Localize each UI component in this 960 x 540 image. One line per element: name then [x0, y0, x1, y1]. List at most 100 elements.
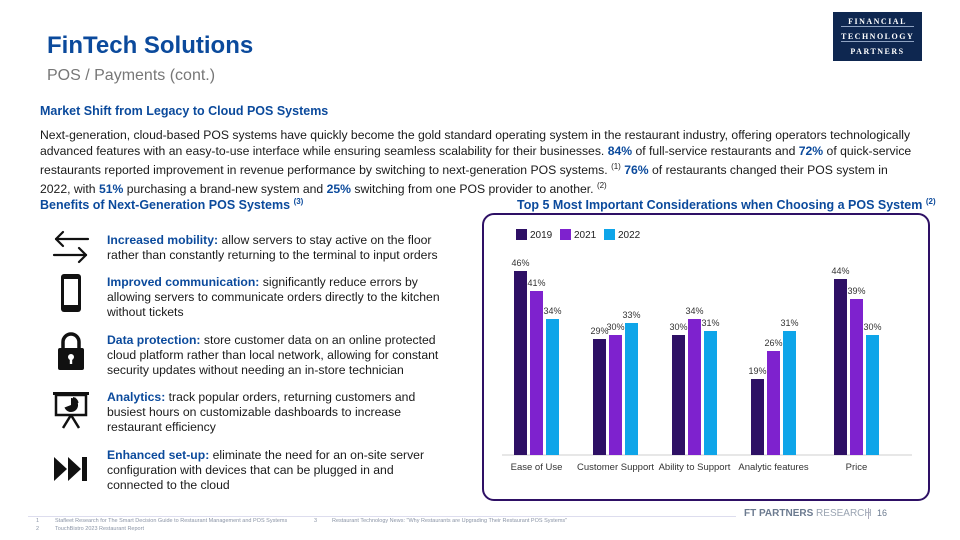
benefit-text: track popular orders, returning customer…: [107, 390, 416, 434]
benefit-analytics: Analytics: track popular orders, returni…: [107, 390, 452, 435]
bar-2022-1: [625, 323, 638, 455]
padlock-icon: [58, 332, 84, 370]
footer-brand-name: FT PARTNERS: [744, 508, 814, 519]
page-title: FinTech Solutions: [47, 32, 254, 59]
para-text-4: of restaurants changed their POS system …: [40, 163, 888, 197]
page-subtitle: POS / Payments (cont.): [47, 67, 216, 84]
benefit-communication: Improved communication: significantly re…: [107, 275, 452, 320]
bar-2019-4: [834, 279, 847, 455]
chart-heading: Top 5 Most Important Considerations when…: [517, 197, 936, 212]
ref-2: (2): [596, 181, 607, 191]
presentation-chart-icon: [53, 392, 89, 429]
data-label-2021-2: 34%: [685, 306, 703, 316]
data-label-2021-4: 39%: [847, 286, 865, 296]
market-shift-heading: Market Shift from Legacy to Cloud POS Sy…: [40, 104, 329, 118]
benefits-ref: (3): [293, 197, 304, 206]
bar-2019-3: [751, 379, 764, 455]
footer-separator: [868, 508, 869, 519]
bar-2021-0: [530, 291, 543, 455]
category-label-3: Analytic features: [738, 462, 808, 473]
bar-2019-0: [514, 271, 527, 455]
category-label-1: Customer Support: [577, 462, 654, 473]
bar-2022-0: [546, 319, 559, 455]
data-label-2022-4: 30%: [863, 322, 881, 332]
data-label-2021-3: 26%: [764, 338, 782, 348]
data-label-2019-1: 29%: [590, 326, 608, 336]
market-shift-paragraph: Next-generation, cloud-based POS systems…: [40, 127, 920, 197]
data-label-2022-1: 33%: [622, 310, 640, 320]
ref-1: (1): [611, 162, 621, 171]
data-label-2019-4: 44%: [831, 266, 849, 276]
stat-76: 76%: [624, 163, 649, 178]
legend-label-2021: 2021: [574, 230, 597, 241]
footnote-2-text: TouchBistro 2023 Restaurant Report: [55, 526, 144, 532]
footer-divider: [28, 516, 736, 517]
logo-line-1: FINANCIAL: [841, 17, 914, 27]
benefit-text: significantly reduce errors by allowing …: [107, 275, 440, 319]
benefit-data-protection: Data protection: store customer data on …: [107, 333, 452, 378]
para-text-5: purchasing a brand-new system and: [126, 182, 324, 197]
mobile-phone-icon: [61, 274, 81, 312]
chart-heading-text: Top 5 Most Important Considerations when…: [517, 198, 923, 213]
footer-brand: FT PARTNERS RESEARCH: [744, 508, 872, 519]
benefit-head: Increased mobility:: [107, 233, 219, 247]
arrows-swap-icon: [52, 230, 90, 264]
bar-2021-4: [850, 299, 863, 455]
stat-84: 84%: [607, 144, 633, 158]
footnote-1-num: 1: [36, 518, 40, 524]
para-text-3: of quick-service restaurants reported im…: [40, 144, 912, 178]
bar-2021-2: [688, 319, 701, 455]
chart-frame: [482, 213, 930, 501]
page-number: 16: [877, 508, 888, 518]
data-label-2022-2: 31%: [701, 318, 719, 328]
data-label-2019-0: 46%: [511, 258, 529, 268]
bar-2022-2: [704, 331, 717, 455]
data-label-2022-0: 34%: [543, 306, 561, 316]
stat-25: 25%: [326, 182, 352, 197]
data-label-2021-0: 41%: [527, 278, 545, 288]
benefit-head: Enhanced set-up:: [107, 448, 210, 462]
bar-2019-2: [672, 335, 685, 455]
legend-swatch-2022: [604, 229, 615, 240]
footnote-3-num: 3: [314, 518, 318, 524]
benefit-setup: Enhanced set-up: eliminate the need for …: [107, 448, 452, 493]
data-label-2019-3: 19%: [748, 366, 766, 376]
benefit-mobility: Increased mobility: allow servers to sta…: [107, 233, 452, 263]
ft-partners-logo: FINANCIAL TECHNOLOGY PARTNERS: [833, 12, 922, 61]
legend-label-2019: 2019: [530, 230, 553, 241]
stat-51: 51%: [98, 182, 124, 197]
legend-swatch-2019: [516, 229, 527, 240]
category-label-2: Ability to Support: [659, 462, 731, 473]
benefit-head: Improved communication:: [107, 275, 260, 289]
legend-swatch-2021: [560, 229, 571, 240]
chart-heading-ref: (2): [925, 197, 936, 206]
para-text-6: switching from one POS provider to anoth…: [354, 182, 594, 197]
bar-2019-1: [593, 339, 606, 455]
data-label-2022-3: 31%: [780, 318, 798, 328]
benefit-text: allow servers to stay active on the floo…: [107, 233, 438, 262]
bar-2022-4: [866, 335, 879, 455]
benefits-heading-text: Benefits of Next-Generation POS Systems: [40, 198, 291, 213]
benefit-text: eliminate the need for an on-site server…: [107, 448, 425, 492]
bar-2021-1: [609, 335, 622, 455]
para-text-1: Next-generation, cloud-based POS systems…: [40, 128, 911, 158]
footnote-3-text: Restaurant Technology News: "Why Restaur…: [332, 518, 568, 524]
fast-forward-icon: [54, 457, 87, 481]
footer-brand-suffix: RESEARCH: [816, 508, 872, 519]
stat-72: 72%: [798, 144, 824, 158]
benefit-text: store customer data on an online protect…: [107, 333, 439, 377]
footnote-1-text: Stafleet Research for The Smart Decision…: [55, 518, 288, 524]
footnote-2-num: 2: [36, 526, 40, 532]
logo-line-2: TECHNOLOGY: [841, 31, 915, 42]
benefit-head: Data protection:: [107, 333, 201, 347]
benefits-heading: Benefits of Next-Generation POS Systems …: [40, 197, 303, 212]
legend-label-2022: 2022: [618, 230, 641, 241]
bar-2022-3: [783, 331, 796, 455]
data-label-2021-1: 30%: [606, 322, 624, 332]
para-text-2: of full-service restaurants and: [635, 144, 796, 158]
bar-2021-3: [767, 351, 780, 455]
logo-line-3: PARTNERS: [850, 47, 905, 57]
category-label-0: Ease of Use: [511, 462, 563, 473]
data-label-2019-2: 30%: [669, 322, 687, 332]
